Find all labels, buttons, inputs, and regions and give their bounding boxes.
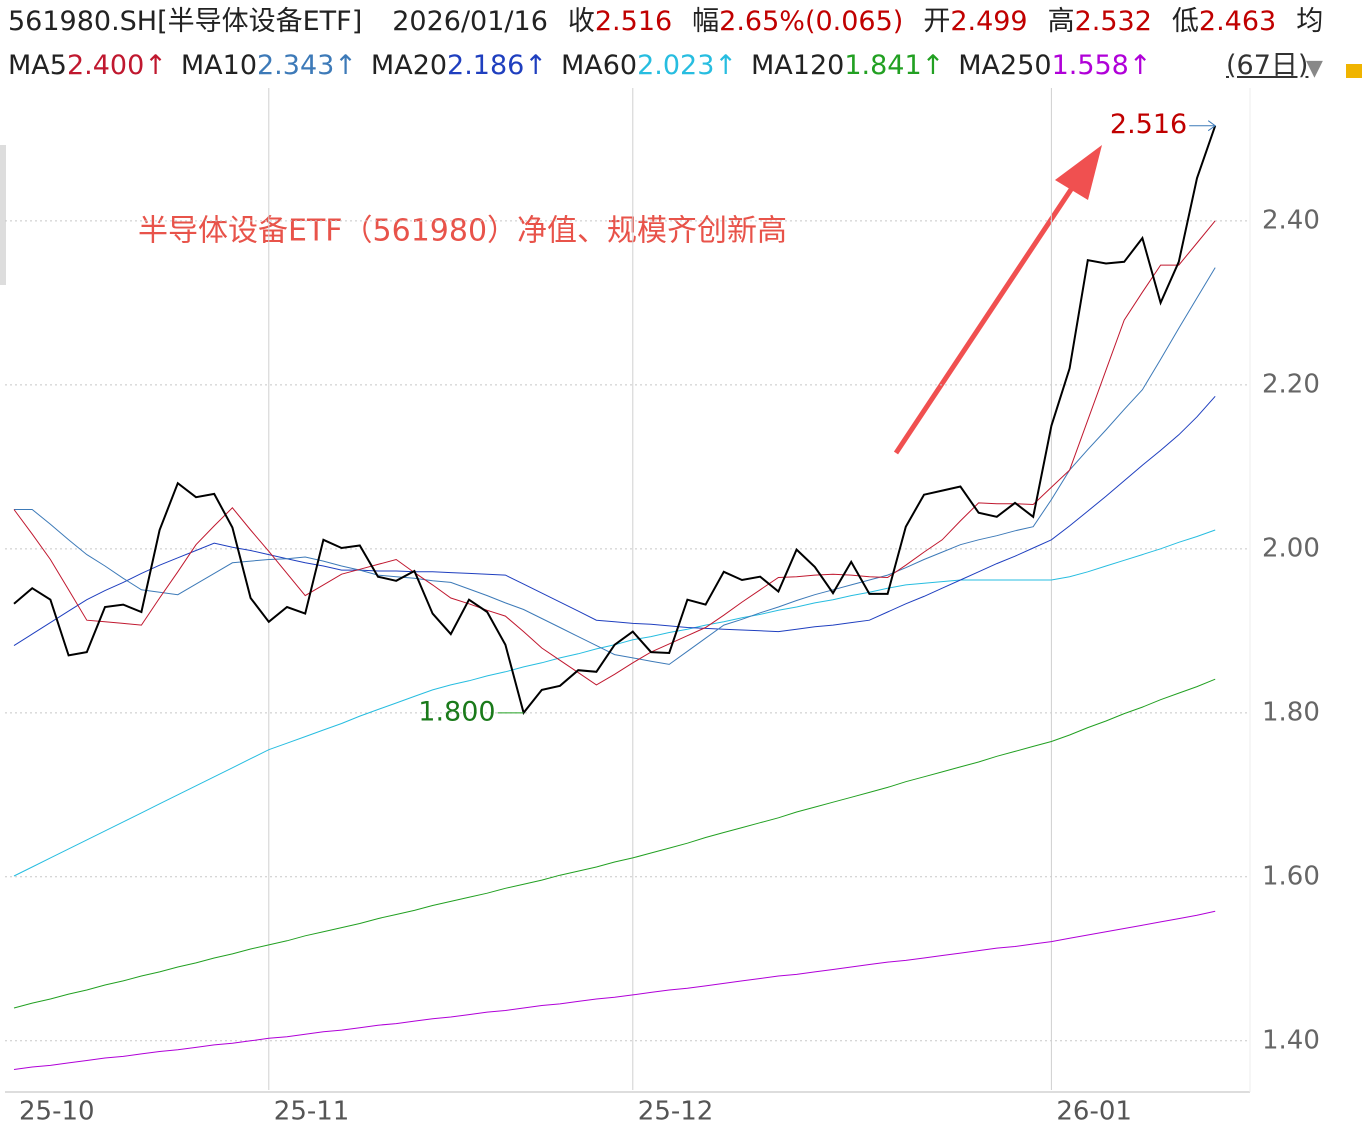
- legend-name: MA20: [370, 50, 448, 81]
- legend-value: 1.558↑: [1051, 50, 1152, 81]
- quote-value: 2.516: [594, 6, 673, 37]
- quote-value: 2.463: [1198, 6, 1277, 37]
- quote-value: 2.532: [1074, 6, 1152, 37]
- legend-name: MA250: [958, 50, 1052, 81]
- dropdown-icon[interactable]: ▼: [1306, 56, 1323, 81]
- ma-line: [13, 395, 1216, 647]
- price-line: [13, 125, 1217, 715]
- legend-value: 1.841↑: [844, 50, 945, 81]
- y-tick-label: 1.60: [1262, 861, 1320, 891]
- legend-name: MA60: [560, 50, 638, 81]
- ma-line: [13, 910, 1216, 1070]
- ma-line: [13, 220, 1216, 686]
- quote-value: 2.499: [950, 6, 1028, 37]
- y-tick-label: 2.40: [1262, 205, 1320, 235]
- ma-line: [13, 678, 1216, 1009]
- y-tick-label: 1.80: [1262, 697, 1320, 727]
- legend-name: MA10: [180, 50, 257, 81]
- legend-value: 2.343↑: [257, 50, 357, 81]
- quote-label: 低: [1171, 6, 1199, 37]
- badge: [1346, 64, 1362, 78]
- y-tick-label: 2.20: [1262, 369, 1320, 399]
- y-tick-label: 2.00: [1262, 533, 1320, 563]
- ma-legend: MA52.400↑ MA102.343↑ MA202.186↑ MA602.023↑ M…: [8, 44, 1151, 88]
- legend-value: 2.023↑: [637, 50, 738, 81]
- quote-label: 高: [1047, 6, 1075, 37]
- security-title: 561980.SH[半导体设备ETF]: [8, 6, 363, 37]
- quote-label: 收: [567, 6, 595, 37]
- low-label: 1.800: [418, 696, 495, 727]
- quote-date: 2026/01/16: [392, 6, 548, 37]
- x-tick-label: 26-01: [1056, 1097, 1132, 1127]
- y-tick-label: 1.40: [1262, 1025, 1320, 1055]
- ma-line: [14, 267, 1216, 665]
- x-tick-label: 25-11: [274, 1097, 350, 1127]
- high-marker-head: [1207, 120, 1217, 132]
- high-label: 2.516: [1110, 109, 1187, 140]
- legend-name: MA120: [751, 50, 845, 81]
- legend-value: 2.400↑: [66, 50, 167, 81]
- quote-label: 开: [923, 6, 951, 37]
- ma-line: [13, 529, 1216, 877]
- quote-label: 幅: [692, 6, 720, 37]
- legend-name: MA5: [8, 50, 67, 81]
- trend-arrow: [893, 145, 1102, 455]
- x-tick-label: 25-12: [638, 1097, 714, 1127]
- side-handle: [0, 145, 6, 285]
- legend-value: 2.186↑: [447, 50, 547, 81]
- quote-header: 561980.SH[半导体设备ETF] 2026/01/16 收2.516 幅2.65…: [8, 0, 1323, 44]
- quote-label: 均: [1296, 6, 1324, 37]
- quote-value: 2.65%(0.065): [719, 6, 904, 37]
- x-tick-label: 25-10: [19, 1097, 95, 1127]
- period-selector[interactable]: (67日): [1226, 50, 1309, 81]
- annotation: 半导体设备ETF（561980）净值、规模齐创新高: [138, 214, 787, 249]
